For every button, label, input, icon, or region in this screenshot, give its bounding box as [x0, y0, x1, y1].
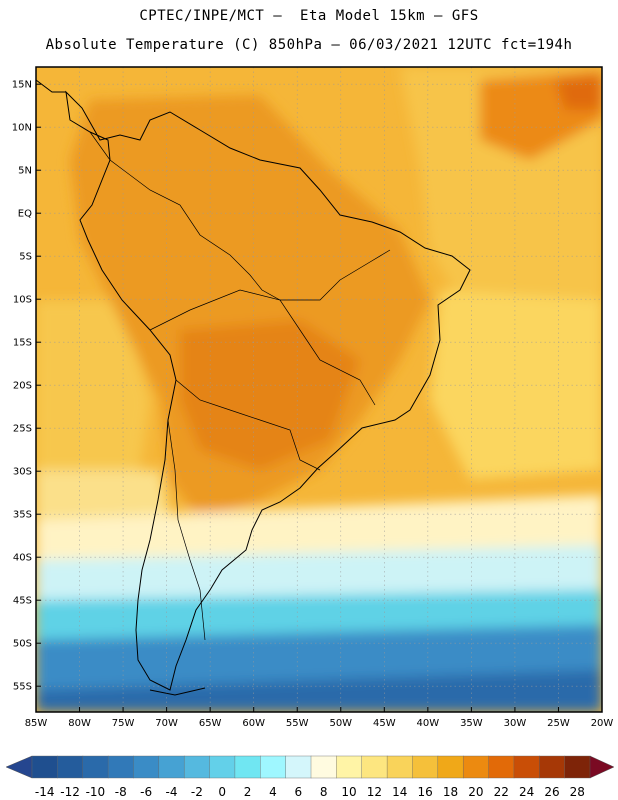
colorbar-swatch — [361, 755, 388, 779]
colorbar-label: 22 — [494, 785, 509, 799]
lat-tick-label: 5S — [19, 252, 32, 263]
colorbar-label: 8 — [320, 785, 328, 799]
colorbar-swatch — [183, 755, 211, 779]
lon-tick-label: 65W — [199, 718, 222, 729]
colorbar-label: 4 — [269, 785, 277, 799]
lon-tick-label: 55W — [286, 718, 309, 729]
colorbar-swatch — [209, 755, 236, 779]
field-atlantic-central — [430, 290, 602, 480]
country-border-central — [149, 289, 376, 406]
lon-tick-label: 25W — [547, 718, 570, 729]
colorbar-swatch — [488, 755, 515, 779]
lat-tick-label: 55S — [13, 682, 32, 693]
colorbar-label: -2 — [191, 785, 203, 799]
lat-tick-label: 5N — [18, 166, 32, 177]
colorbar-high-arrow — [589, 755, 615, 779]
lon-tick-label: 50W — [329, 718, 352, 729]
colorbar-swatch — [31, 755, 58, 779]
colorbar-swatch — [564, 755, 591, 779]
latitude-axis: 15N 10N 5N EQ 5S 10S 15S 20S 25S 30S 35S 40S 45S 50S 5… — [12, 80, 41, 693]
lat-tick-label: 35S — [13, 510, 32, 521]
colorbar-swatch — [513, 755, 540, 779]
temperature-field — [36, 67, 602, 712]
lat-tick-label: 10N — [12, 123, 32, 134]
lat-tick-label: EQ — [18, 209, 32, 220]
lon-tick-label: 35W — [460, 718, 483, 729]
colorbar-swatch — [310, 755, 337, 779]
chart-title-line-1: CPTEC/INPE/MCT – Eta Model 15km – GFS — [139, 8, 479, 24]
south-america-coast — [65, 90, 471, 691]
colorbar-label: 16 — [417, 785, 432, 799]
colorbar-label: 24 — [519, 785, 534, 799]
colorbar-label: -6 — [140, 785, 152, 799]
coastlines — [36, 79, 471, 696]
colorbar-swatch — [336, 755, 363, 779]
colorbar-label: 28 — [570, 785, 585, 799]
colorbar-label: -14 — [35, 785, 55, 799]
colorbar-label: -10 — [86, 785, 106, 799]
colorbar-swatch — [57, 755, 84, 779]
tierra-del-fuego-coast — [149, 687, 206, 696]
colorbar-label: -4 — [166, 785, 178, 799]
lon-tick-label: 40W — [417, 718, 440, 729]
colorbar-label: 20 — [468, 785, 483, 799]
chart-title-line-2: Absolute Temperature (C) 850hPa – 06/03/… — [45, 37, 573, 53]
lon-tick-label: 45W — [373, 718, 396, 729]
colorbar-swatch — [386, 755, 413, 779]
colorbar-swatch — [234, 755, 261, 779]
lat-tick-label: 45S — [13, 596, 32, 607]
colorbar-swatch — [158, 755, 185, 779]
lon-tick-label: 85W — [25, 718, 48, 729]
colorbar: -14 -12 -10 -8 -6 -4 -2 0 2 4 6 8 10 12 14 16 18 20 22 24 26… — [5, 755, 615, 799]
field-pacific — [36, 300, 150, 480]
lat-tick-label: 30S — [13, 467, 32, 478]
lat-tick-label: 20S — [13, 381, 32, 392]
lon-tick-label: 60W — [242, 718, 265, 729]
colorbar-label: -12 — [60, 785, 80, 799]
colorbar-swatch — [437, 755, 464, 779]
colorbar-swatch — [82, 755, 109, 779]
lon-tick-label: 20W — [591, 718, 614, 729]
colorbar-swatch — [539, 755, 566, 779]
colorbar-label: 0 — [218, 785, 226, 799]
lat-tick-label: 40S — [13, 553, 32, 564]
country-border-south — [175, 379, 321, 471]
lon-tick-label: 75W — [112, 718, 135, 729]
colorbar-low-arrow — [5, 755, 33, 779]
field-hot-core — [180, 320, 360, 470]
colorbar-label: 14 — [392, 785, 407, 799]
lon-tick-label: 70W — [155, 718, 178, 729]
colorbar-label: 18 — [443, 785, 458, 799]
field-continent-core — [70, 95, 430, 520]
colorbar-label: 10 — [341, 785, 356, 799]
map-frame — [35, 66, 603, 713]
colorbar-swatch — [107, 755, 134, 779]
lat-tick-label: 50S — [13, 639, 32, 650]
longitude-axis: 85W 80W 75W 70W 65W 60W 55W 50W 45W 40W 35W 30W 25W 2… — [25, 707, 614, 729]
colorbar-swatch — [412, 755, 439, 779]
colorbar-label: 26 — [544, 785, 559, 799]
colorbar-label: 2 — [244, 785, 252, 799]
lon-tick-label: 80W — [68, 718, 91, 729]
field-coldest-band — [36, 670, 602, 712]
colorbar-swatch — [285, 755, 312, 779]
lon-tick-label: 30W — [504, 718, 527, 729]
colorbar-swatch — [260, 755, 287, 779]
colorbar-label: 6 — [294, 785, 302, 799]
lat-tick-label: 25S — [13, 424, 32, 435]
chile-argentina-border — [167, 419, 206, 641]
lat-tick-label: 15N — [12, 80, 32, 91]
colorbar-swatch — [462, 755, 490, 779]
country-border-north — [89, 131, 391, 301]
central-america-coast — [36, 79, 66, 93]
lat-tick-label: 15S — [13, 338, 32, 349]
colorbar-label: 12 — [367, 785, 382, 799]
field-hottest-patch — [555, 75, 602, 110]
colorbar-label: -8 — [115, 785, 127, 799]
colorbar-swatch — [133, 755, 160, 779]
lat-tick-label: 10S — [13, 295, 32, 306]
